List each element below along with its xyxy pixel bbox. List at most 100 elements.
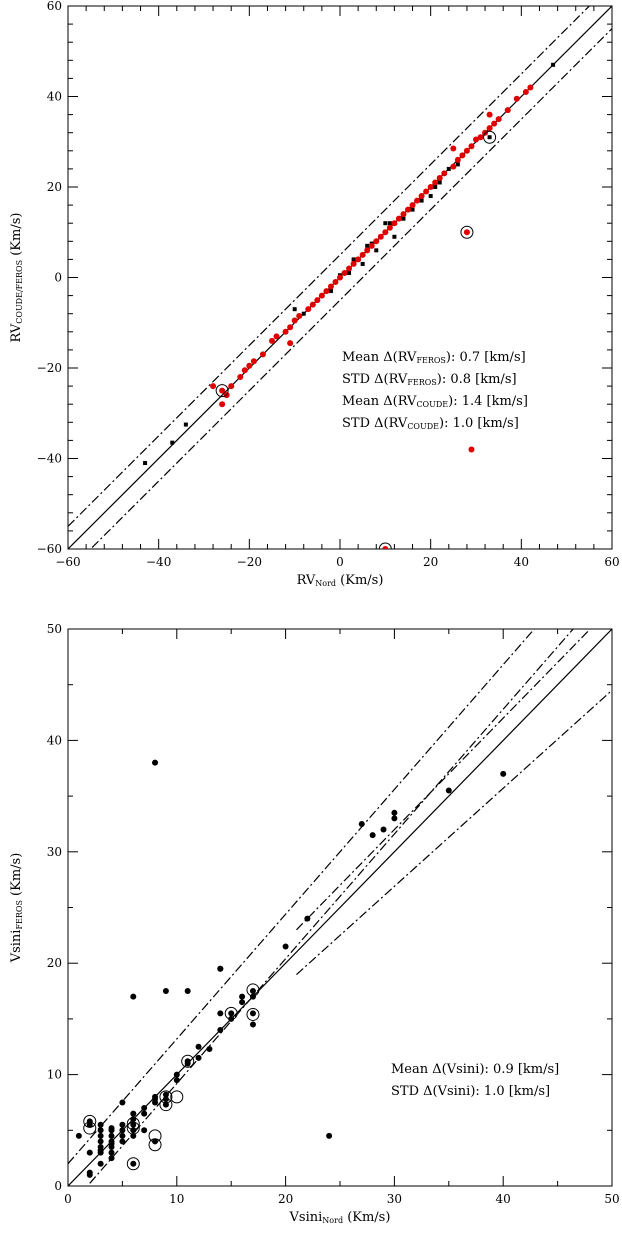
data-point-circle [486, 125, 493, 132]
data-point-circle [441, 170, 448, 177]
x-tick-label: 20 [423, 555, 438, 569]
y-tick-label: 20 [47, 180, 62, 194]
data-point-circle [269, 337, 275, 344]
y-tick-label: 20 [47, 956, 62, 970]
data-point-circle [141, 1105, 148, 1112]
data-point-circle [130, 1127, 137, 1134]
data-point-circle [500, 770, 507, 777]
data-point-circle [249, 993, 256, 1000]
data-point-circle [468, 446, 475, 453]
data-point-circle [463, 229, 470, 236]
rv-comparison-panel: −60 −40 −20 0 20 40 60 −60 −40 −20 0 20 40 60 RVNord (… [9, 0, 620, 588]
data-point-circle [195, 1054, 202, 1061]
highlighted-point-ring [159, 1098, 173, 1112]
data-point-circle [450, 163, 457, 170]
data-point-circle [249, 1021, 256, 1028]
data-point-circle [522, 88, 529, 95]
data-point-circle [282, 328, 289, 335]
data-point-circle [304, 915, 311, 922]
x-tick-label: −60 [55, 555, 80, 569]
data-point-circle [162, 988, 169, 995]
data-point-circle [409, 202, 416, 209]
data-point-circle [491, 120, 498, 127]
data-point-circle [432, 179, 439, 186]
highlighted-point-ring [159, 1090, 173, 1104]
highlighted-point-ring [215, 384, 229, 398]
data-point-square [433, 185, 438, 189]
x-tick-label: 0 [336, 555, 344, 569]
data-point-square [292, 307, 297, 312]
x-tick-label: −40 [146, 555, 171, 569]
data-point-circle [130, 1116, 137, 1123]
data-point-circle [473, 136, 479, 143]
x-axis-label: RVNord (Km/s) [297, 573, 384, 588]
plot-area [68, 629, 612, 1186]
data-point-square [374, 248, 379, 253]
data-point-circle [468, 143, 475, 150]
data-point-circle [382, 546, 389, 549]
x-tick-label: 60 [604, 555, 619, 569]
highlighted-point-ring [246, 983, 260, 997]
highlighted-point-ring [148, 1129, 162, 1143]
data-point-square [446, 166, 451, 171]
data-point-circle [386, 224, 393, 231]
data-point-circle [108, 1132, 115, 1139]
data-point-circle [119, 1138, 126, 1145]
data-point-circle [436, 174, 443, 181]
highlighted-point-ring [126, 1117, 140, 1131]
data-point-circle [527, 84, 534, 91]
data-point-circle [86, 1169, 93, 1176]
data-point-circle [314, 297, 321, 304]
data-point-square [351, 257, 356, 262]
data-point-circle [184, 1060, 191, 1067]
data-point-circle [219, 387, 226, 394]
data-point-circle [108, 1140, 115, 1147]
data-point-circle [239, 993, 246, 1000]
data-point-circle [450, 145, 457, 152]
data-point-square [170, 440, 175, 445]
data-point-circle [217, 1010, 224, 1017]
offset-dashdot-line [68, 629, 536, 1165]
data-point-circle [309, 301, 316, 308]
data-point-circle [282, 943, 289, 950]
highlighted-point-ring [460, 225, 474, 239]
offset-dashdot-line [89, 629, 574, 1184]
x-tick-label: 30 [387, 1192, 402, 1206]
data-point-circle [152, 759, 159, 766]
stats-annotation: Mean Δ(RVFEROS): 0.7 [km/s] [342, 350, 526, 365]
data-point-circle [454, 156, 461, 163]
data-point-circle [445, 787, 452, 794]
x-tick-label: 40 [514, 555, 529, 569]
vsini-comparison-panel: 0 10 20 30 40 50 0 10 20 30 40 50 VsiniNord (Km/s) Vs… [9, 622, 620, 1225]
data-point-circle [427, 184, 434, 190]
highlighted-point-ring [83, 1121, 97, 1135]
data-point-circle [228, 383, 235, 390]
data-point-circle [130, 1121, 137, 1128]
stats-annotation: STD Δ(RVFEROS): 0.8 [km/s] [342, 372, 517, 387]
data-point-circle [97, 1127, 104, 1134]
data-point-circle [210, 383, 217, 390]
data-point-square [387, 221, 392, 226]
y-tick-label: 0 [54, 271, 62, 285]
data-point-circle [391, 809, 398, 816]
data-point-circle [250, 358, 257, 365]
data-point-circle [119, 1121, 126, 1128]
data-point-square [455, 162, 460, 167]
data-point-square [487, 135, 492, 140]
data-point-circle [346, 265, 353, 272]
data-point-square [347, 270, 352, 275]
data-point-circle [369, 832, 376, 839]
data-point-circle [305, 306, 312, 313]
data-point-square [301, 311, 306, 316]
data-point-circle [337, 274, 343, 281]
data-point-circle [358, 820, 365, 827]
data-point-circle [130, 1110, 137, 1117]
data-point-circle [228, 1010, 235, 1017]
data-point-circle [97, 1160, 104, 1167]
x-axis-label: VsiniNord (Km/s) [289, 1210, 391, 1225]
data-point-circle [130, 1160, 137, 1167]
offset-dashdot-line [68, 6, 591, 527]
data-point-circle [249, 988, 256, 995]
stats-annotation: Mean Δ(RVCOUDE): 1.4 [km/s] [342, 394, 528, 409]
